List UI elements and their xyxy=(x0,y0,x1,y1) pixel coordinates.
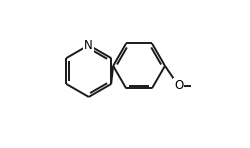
Text: N: N xyxy=(84,39,93,52)
Text: O: O xyxy=(174,79,183,92)
